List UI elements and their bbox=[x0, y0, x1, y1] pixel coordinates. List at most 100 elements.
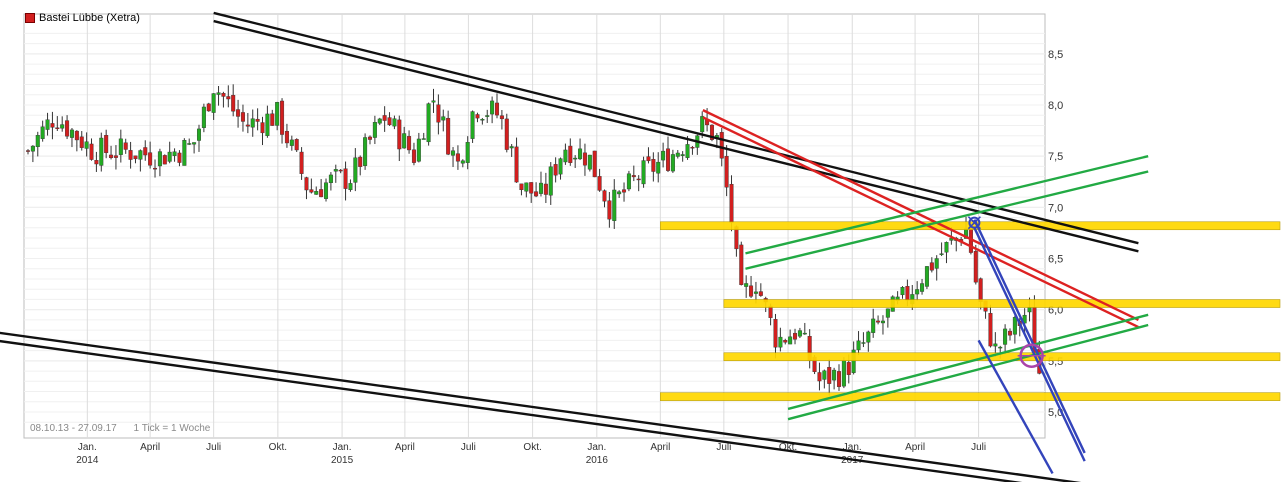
candle bbox=[670, 154, 675, 172]
x-tick-label: April bbox=[140, 442, 160, 453]
candle bbox=[250, 118, 255, 128]
candle bbox=[177, 152, 182, 163]
candle bbox=[289, 139, 294, 146]
candle bbox=[524, 182, 529, 192]
candle bbox=[372, 122, 377, 138]
trend-line bbox=[745, 155, 1149, 255]
candle bbox=[836, 371, 841, 387]
x-tick-label: Okt. bbox=[269, 442, 287, 453]
candle bbox=[934, 258, 939, 269]
candle bbox=[920, 283, 925, 292]
candle bbox=[113, 155, 118, 158]
candle bbox=[915, 289, 920, 295]
candle bbox=[245, 124, 250, 127]
candle bbox=[284, 130, 289, 144]
x-tick-label: April bbox=[395, 442, 415, 453]
candle bbox=[709, 124, 714, 140]
candle bbox=[529, 182, 534, 194]
candle bbox=[744, 283, 749, 287]
chart-legend: Bastei Lübbe (Xetra) bbox=[25, 12, 140, 24]
candle bbox=[324, 182, 329, 199]
candle bbox=[470, 111, 475, 139]
candle bbox=[851, 349, 856, 373]
candle bbox=[929, 262, 934, 271]
x-tick-label: Juli bbox=[716, 442, 731, 453]
candle bbox=[949, 238, 954, 241]
candle bbox=[651, 158, 656, 172]
candle bbox=[817, 372, 822, 382]
candle bbox=[270, 113, 275, 126]
x-tick-label: Okt. bbox=[523, 442, 541, 453]
candle bbox=[157, 151, 162, 167]
candle bbox=[99, 137, 104, 166]
candle bbox=[666, 148, 671, 171]
legend-label: Bastei Lübbe (Xetra) bbox=[39, 12, 140, 24]
candle bbox=[646, 156, 651, 162]
candle bbox=[543, 183, 548, 195]
candle bbox=[236, 109, 241, 117]
candle bbox=[65, 120, 70, 137]
candle bbox=[617, 191, 622, 195]
candle bbox=[26, 150, 31, 152]
candle bbox=[451, 150, 456, 156]
candle bbox=[187, 143, 192, 145]
candle bbox=[299, 151, 304, 174]
chart-info: 08.10.13 - 27.09.17 1 Tick = 1 Woche bbox=[30, 423, 224, 434]
candle bbox=[387, 117, 392, 126]
candle bbox=[304, 177, 309, 191]
candle bbox=[216, 92, 221, 95]
candle bbox=[880, 320, 885, 324]
candle bbox=[778, 336, 783, 348]
candle bbox=[876, 320, 881, 323]
candle bbox=[118, 138, 123, 155]
x-tick-label: Okt. bbox=[779, 442, 797, 453]
candle bbox=[94, 160, 99, 165]
trend-line bbox=[745, 170, 1149, 270]
x-tick-label: April bbox=[650, 442, 670, 453]
candle bbox=[45, 119, 50, 130]
candle bbox=[192, 142, 197, 145]
date-range: 08.10.13 - 27.09.17 bbox=[30, 423, 117, 434]
candle bbox=[656, 161, 661, 174]
candle bbox=[348, 183, 353, 191]
candle bbox=[353, 157, 358, 183]
candle bbox=[509, 146, 514, 149]
candle bbox=[592, 150, 597, 178]
candle bbox=[480, 119, 485, 121]
candle bbox=[885, 308, 890, 318]
candle bbox=[206, 103, 211, 112]
candle bbox=[367, 136, 372, 140]
candle bbox=[343, 168, 348, 189]
crosshair-marker-b bbox=[967, 216, 981, 230]
candle bbox=[319, 189, 324, 198]
candle bbox=[40, 126, 45, 139]
candle bbox=[905, 286, 910, 301]
candle bbox=[358, 156, 363, 167]
y-tick-label: 8,5 bbox=[1048, 49, 1063, 61]
candle bbox=[602, 190, 607, 202]
candle bbox=[998, 346, 1003, 349]
candle bbox=[363, 137, 368, 166]
candle bbox=[30, 145, 35, 152]
candle bbox=[35, 135, 40, 148]
candle bbox=[773, 319, 778, 348]
trend-line bbox=[0, 339, 1023, 482]
candle bbox=[626, 173, 631, 190]
candle bbox=[280, 100, 285, 135]
trend-line bbox=[973, 219, 1086, 454]
candle bbox=[143, 147, 148, 156]
candle bbox=[944, 242, 949, 253]
candle bbox=[265, 113, 270, 136]
candle bbox=[104, 135, 109, 154]
candle bbox=[700, 116, 705, 133]
candle bbox=[622, 189, 627, 193]
trend-line bbox=[977, 339, 1054, 474]
tick-interval: 1 Tick = 1 Woche bbox=[133, 423, 211, 434]
candle bbox=[196, 128, 201, 141]
candle bbox=[661, 150, 666, 161]
candle bbox=[240, 112, 245, 122]
candle bbox=[568, 145, 573, 163]
candle bbox=[607, 200, 612, 220]
candle bbox=[753, 291, 758, 294]
